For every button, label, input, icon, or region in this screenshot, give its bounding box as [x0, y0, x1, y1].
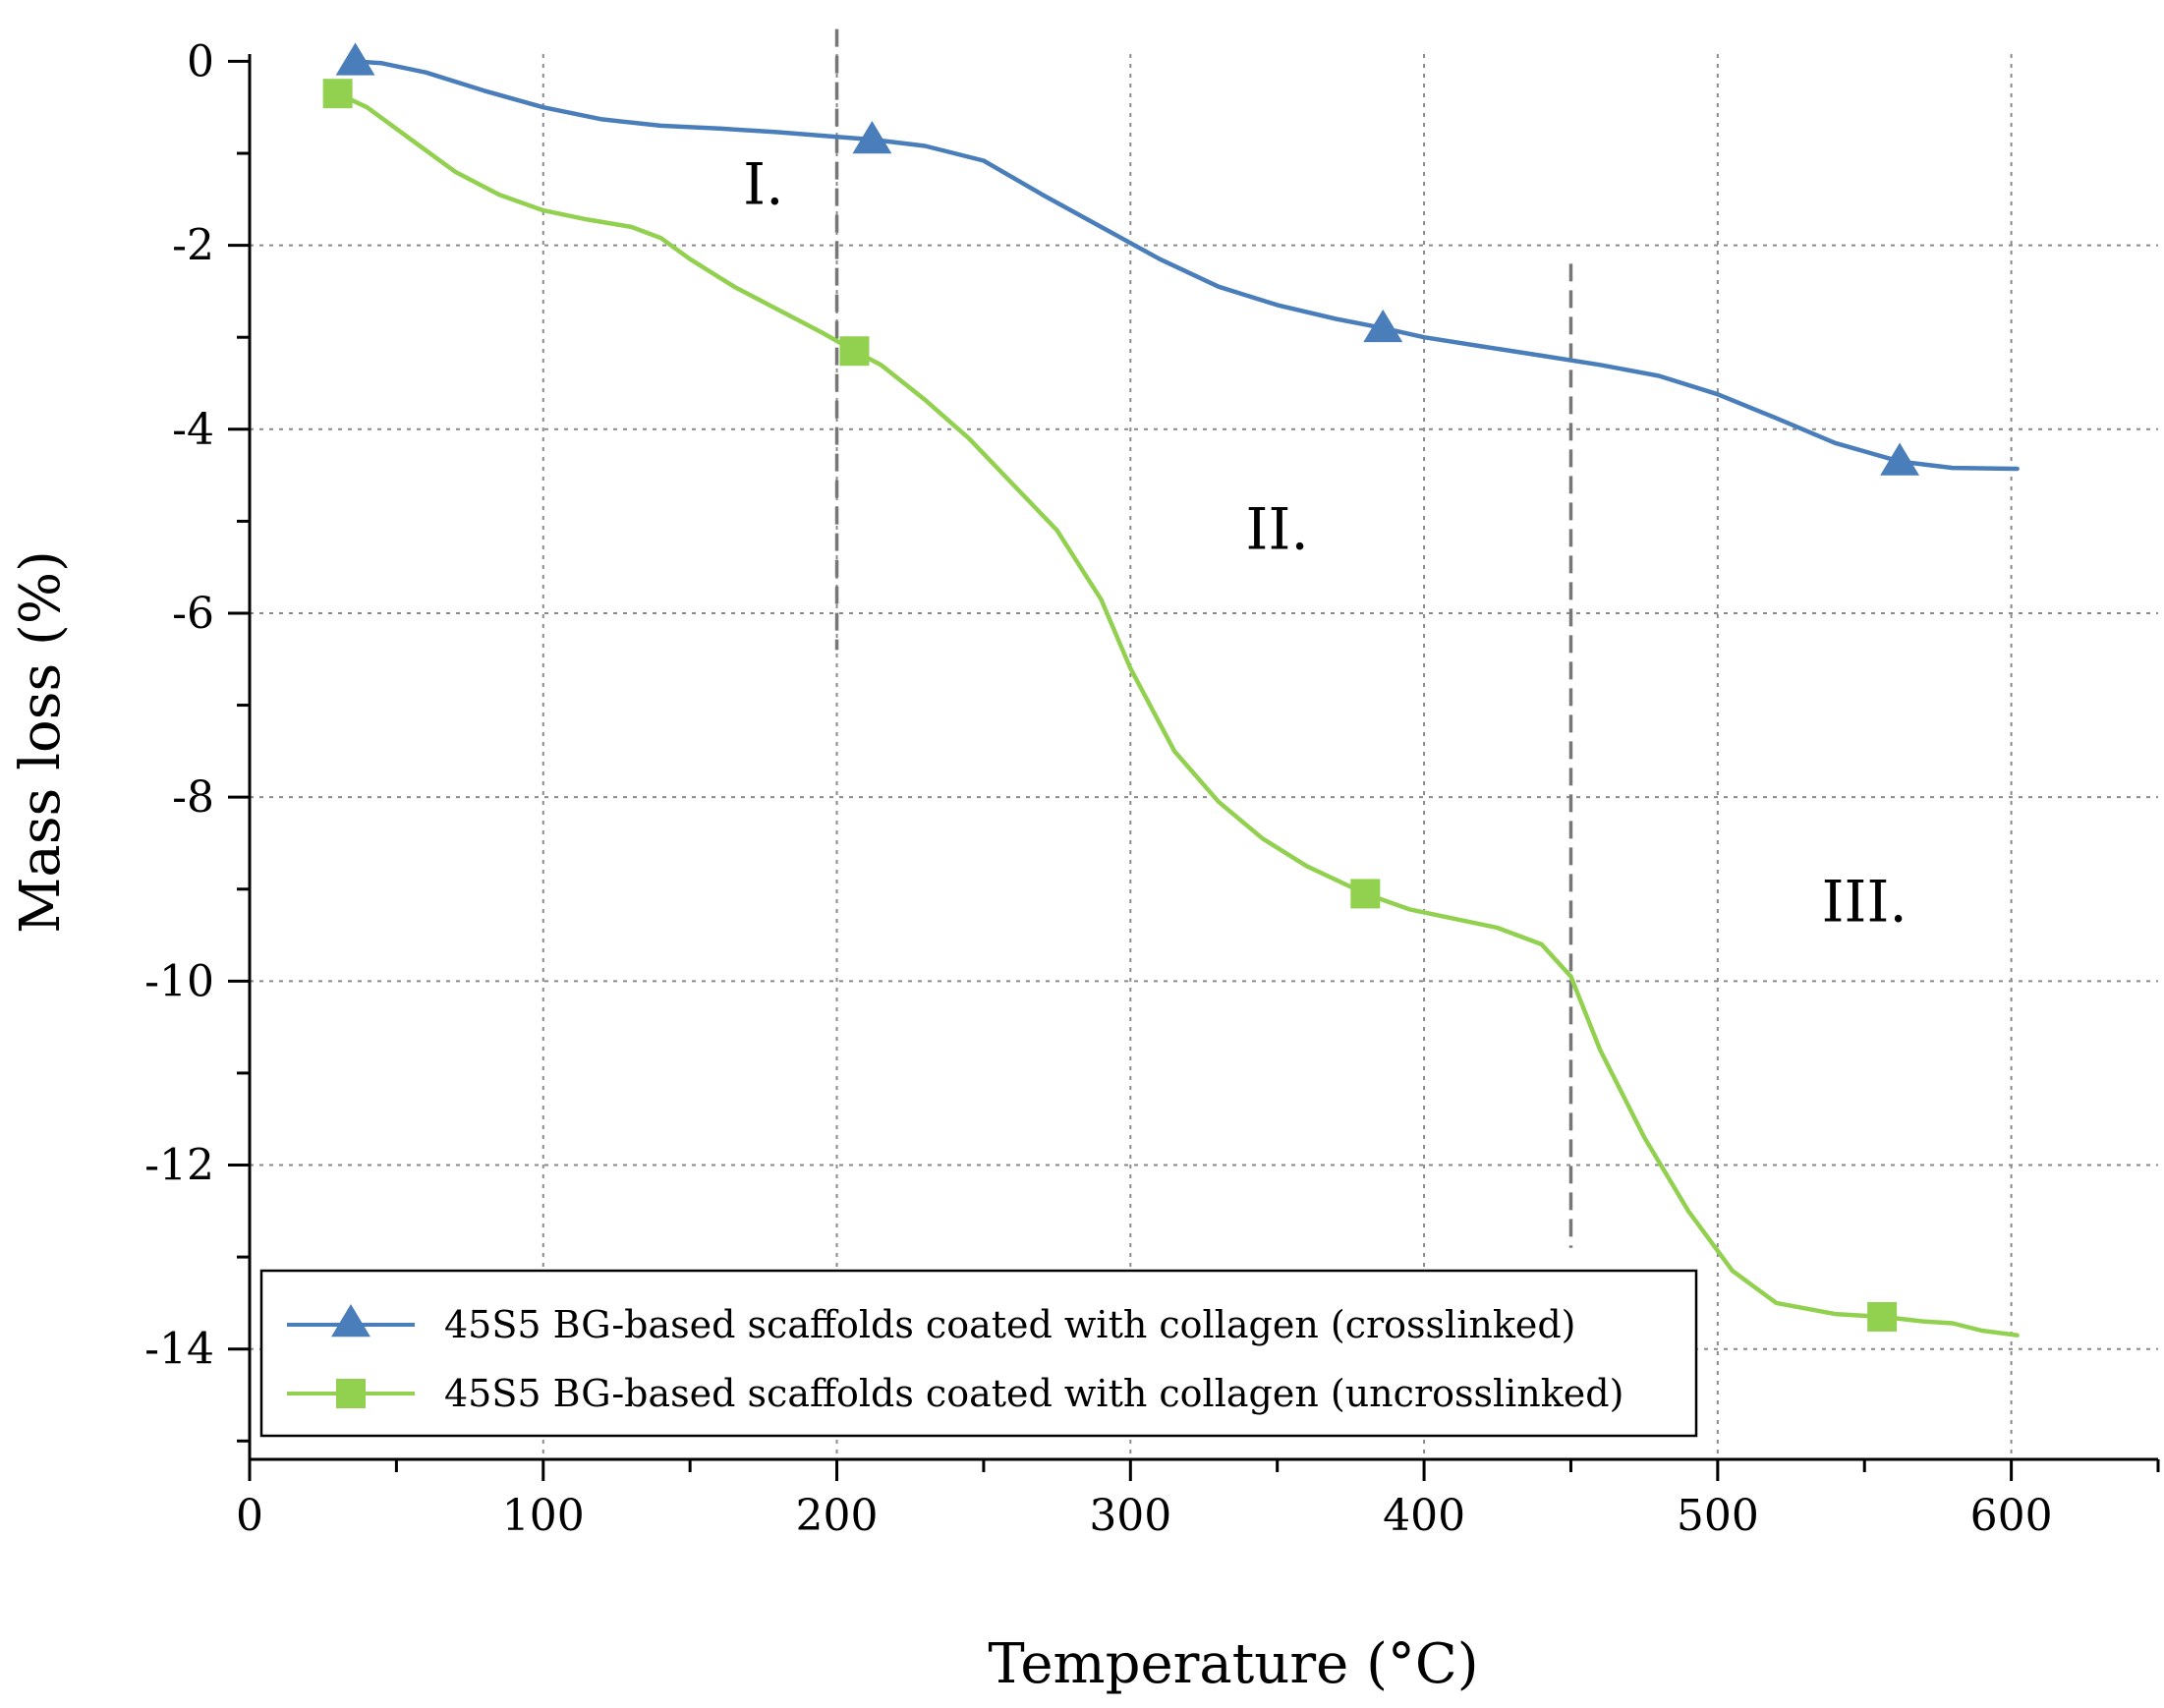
series-crosslinked	[335, 42, 2020, 476]
axes	[248, 54, 2158, 1461]
y-tick-label: -8	[172, 772, 214, 823]
x-tick-label: 200	[796, 1491, 879, 1541]
y-tick-label: -10	[144, 956, 214, 1006]
square-marker	[1867, 1301, 1898, 1332]
y-tick-label: -12	[144, 1141, 214, 1191]
legend-label-crosslinked: 45S5 BG-based scaffolds coated with coll…	[444, 1303, 1576, 1346]
triangle-marker	[1880, 442, 1920, 476]
legend-label-uncrosslinked: 45S5 BG-based scaffolds coated with coll…	[444, 1372, 1623, 1415]
x-tick-label: 300	[1089, 1491, 1171, 1541]
legend-entry-crosslinked: 45S5 BG-based scaffolds coated with coll…	[287, 1303, 1576, 1346]
square-marker	[1350, 879, 1381, 909]
legend-square-marker	[336, 1379, 366, 1408]
x-tick-label: 0	[236, 1491, 263, 1541]
y-tick-label: 0	[187, 36, 214, 86]
x-tick-label: 400	[1383, 1491, 1465, 1541]
region-label: II.	[1246, 495, 1309, 562]
y-tick-label: -14	[144, 1325, 214, 1375]
y-tick-label: -6	[172, 589, 214, 639]
x-tick-label: 100	[502, 1491, 585, 1541]
x-tick-label: 500	[1677, 1491, 1759, 1541]
region-label: I.	[743, 151, 783, 218]
square-marker	[839, 336, 870, 367]
ticks: 0 100 200 300 400 500 600 0 -2 -4 -6 -8 -10 -12 -14	[144, 36, 2160, 1541]
y-tick-label: -2	[172, 221, 214, 271]
series-line	[353, 59, 2020, 472]
series-layer	[322, 42, 2020, 1338]
y-axis-title: Mass loss (%)	[9, 550, 73, 934]
legend-entry-uncrosslinked: 45S5 BG-based scaffolds coated with coll…	[287, 1372, 1623, 1415]
legend-box	[259, 1269, 1698, 1438]
y-tick-label: -4	[172, 405, 214, 455]
triangle-marker	[852, 120, 892, 154]
legend-triangle-marker	[331, 1304, 370, 1338]
series-line	[335, 90, 2020, 1338]
triangle-marker	[335, 42, 375, 76]
grid	[250, 54, 2158, 1459]
x-axis-title: Temperature (°C)	[988, 1632, 1478, 1696]
series-uncrosslinked	[322, 79, 2020, 1338]
region-labels: I. II. III.	[743, 151, 1908, 936]
legend: 45S5 BG-based scaffolds coated with coll…	[259, 1269, 1698, 1438]
square-marker	[322, 79, 353, 109]
region-dividers	[834, 28, 1573, 1248]
x-tick-label: 600	[1970, 1491, 2053, 1541]
triangle-marker	[1363, 309, 1403, 343]
region-label: III.	[1822, 869, 1908, 936]
